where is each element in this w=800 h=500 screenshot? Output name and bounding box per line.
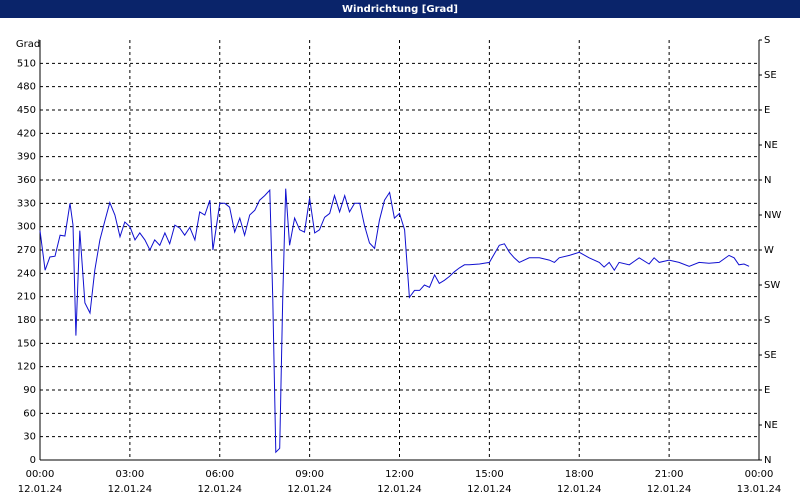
y-tick-label: 180 xyxy=(17,315,36,326)
chart-title: Windrichtung [Grad] xyxy=(342,4,458,15)
y2-tick-label: NE xyxy=(764,420,778,431)
x-tick-date: 12.01.24 xyxy=(287,484,332,495)
y2-tick-label: W xyxy=(764,245,774,256)
x-tick-label: 00:00 xyxy=(26,469,55,480)
data-line xyxy=(39,188,750,454)
y-tick-label: 390 xyxy=(17,152,36,163)
y2-tick-label: E xyxy=(764,385,770,396)
y-tick-label: 30 xyxy=(23,432,36,443)
y2-tick-label: SE xyxy=(764,70,777,81)
y2-tick-label: S xyxy=(764,315,770,326)
x-tick-date: 12.01.24 xyxy=(18,484,63,495)
y-tick-label: 510 xyxy=(17,58,36,69)
y-tick-label: 120 xyxy=(17,362,36,373)
y-tick-label: 150 xyxy=(17,338,36,349)
y-tick-label: 210 xyxy=(17,292,36,303)
x-tick-date: 12.01.24 xyxy=(557,484,602,495)
x-tick-date: 12.01.24 xyxy=(467,484,512,495)
x-tick-label: 15:00 xyxy=(475,469,504,480)
x-tick-date: 12.01.24 xyxy=(197,484,242,495)
x-tick-label: 00:00 xyxy=(745,469,774,480)
y2-tick-label: SE xyxy=(764,350,777,361)
y2-tick-label: NW xyxy=(764,210,781,221)
y-tick-label: 0 xyxy=(30,455,36,466)
x-tick-label: 09:00 xyxy=(295,469,324,480)
y2-tick-label: SW xyxy=(764,280,780,291)
y2-tick-label: N xyxy=(764,455,771,466)
x-tick-date: 12.01.24 xyxy=(377,484,422,495)
x-tick-label: 18:00 xyxy=(565,469,594,480)
y-axis-label: Grad xyxy=(16,39,40,50)
y-tick-label: 270 xyxy=(17,245,36,256)
y-tick-label: 480 xyxy=(17,82,36,93)
y-tick-label: 420 xyxy=(17,128,36,139)
y2-tick-label: N xyxy=(764,175,771,186)
y2-tick-label: S xyxy=(764,35,770,46)
y-tick-label: 330 xyxy=(17,198,36,209)
x-tick-label: 06:00 xyxy=(205,469,234,480)
x-tick-date: 13.01.24 xyxy=(737,484,782,495)
x-tick-date: 12.01.24 xyxy=(647,484,692,495)
x-tick-label: 21:00 xyxy=(655,469,684,480)
x-tick-label: 03:00 xyxy=(115,469,144,480)
title-bar xyxy=(0,0,800,18)
y-tick-label: 60 xyxy=(23,408,36,419)
y-tick-label: 90 xyxy=(23,385,36,396)
y-tick-label: 360 xyxy=(17,175,36,186)
x-tick-label: 12:00 xyxy=(385,469,414,480)
x-tick-date: 12.01.24 xyxy=(108,484,153,495)
y-tick-label: 300 xyxy=(17,222,36,233)
y-tick-label: 240 xyxy=(17,268,36,279)
y-tick-label: 450 xyxy=(17,105,36,116)
y2-tick-label: E xyxy=(764,105,770,116)
y2-tick-label: NE xyxy=(764,140,778,151)
